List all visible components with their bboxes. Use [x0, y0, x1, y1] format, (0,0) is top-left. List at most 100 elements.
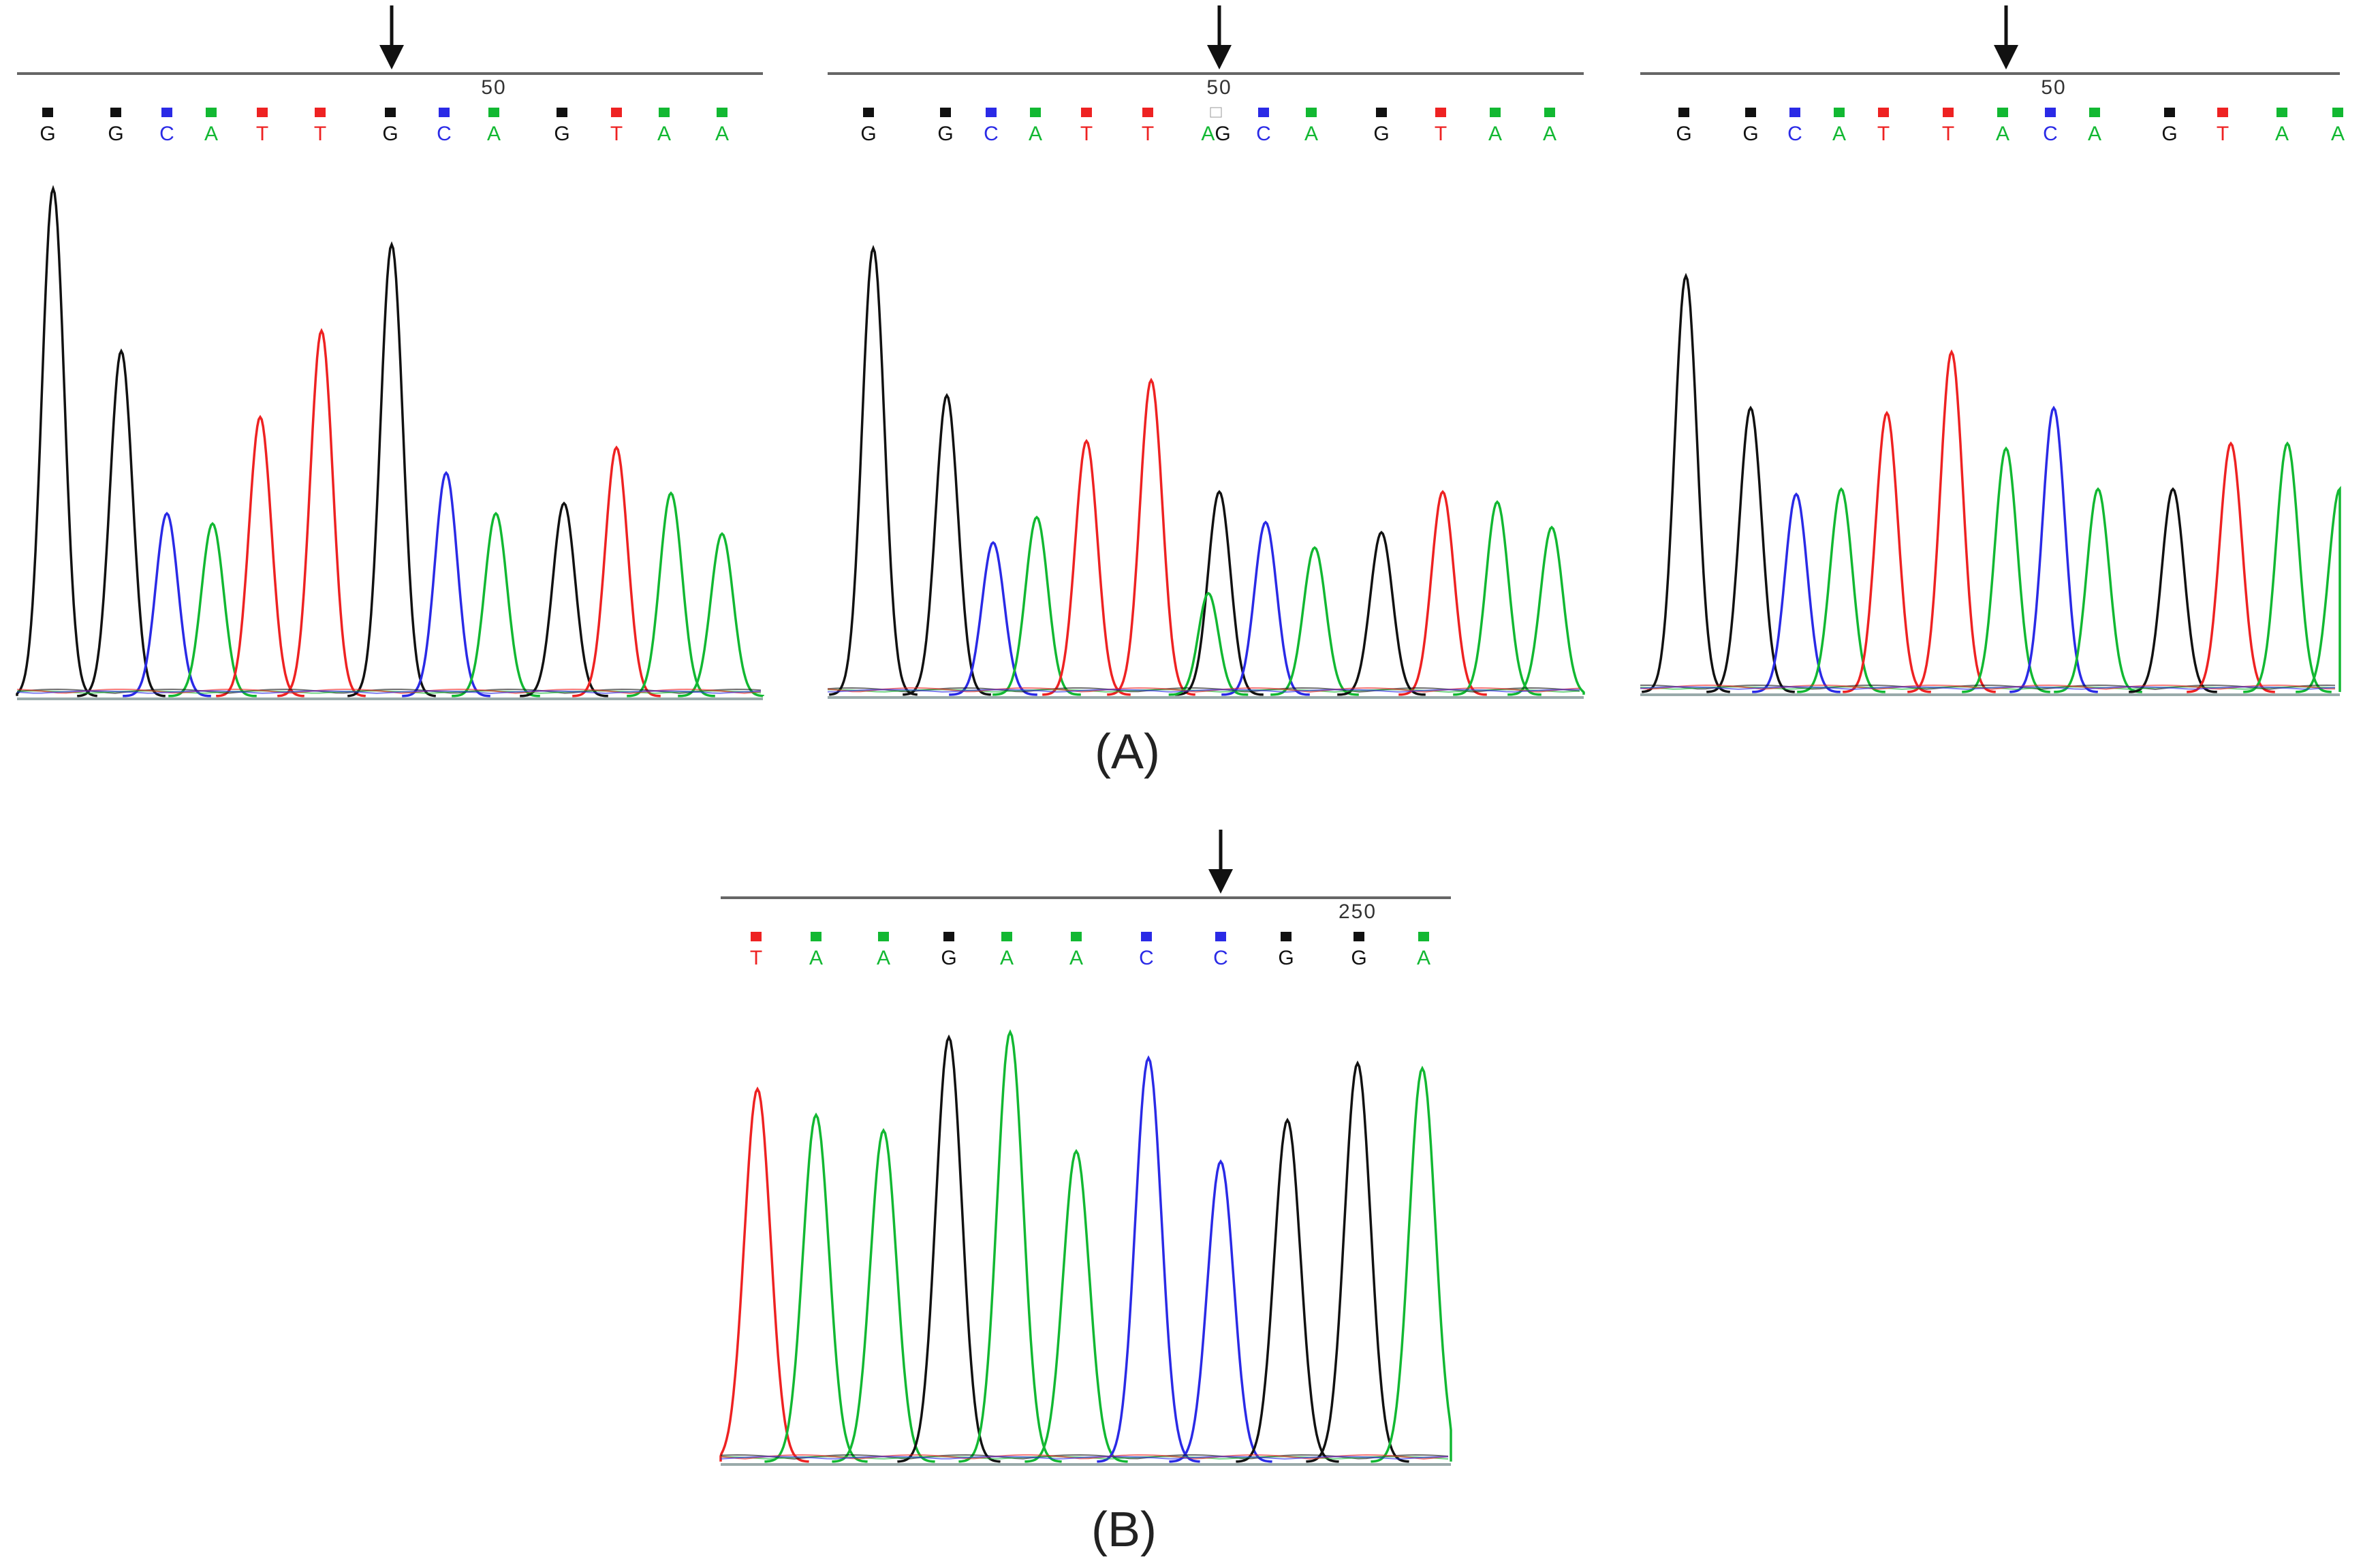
base-call-label: A	[877, 947, 890, 969]
trace-peak-a	[764, 1112, 868, 1463]
base-call-label: T	[1435, 123, 1447, 145]
base-call-label: C	[2043, 123, 2058, 145]
trace-noise	[720, 1454, 1449, 1460]
base-quality-marker	[1789, 108, 1800, 117]
chromatogram-panel-a3: 50 G G C A T T A C A G T A A	[1640, 5, 2345, 696]
mutation-arrow-icon	[1207, 5, 1232, 69]
trace-peak-t	[1907, 349, 1996, 693]
position-label: 50	[1206, 76, 1232, 99]
base-quality-marker	[557, 108, 567, 117]
base-quality-marker	[439, 108, 450, 117]
mutation-arrow-icon	[379, 5, 404, 69]
base-quality-marker	[1215, 932, 1226, 941]
base-quality-marker	[1418, 932, 1429, 941]
base-call-label: A	[657, 123, 671, 145]
base-quality-marker	[1943, 108, 1954, 117]
base-call-label: C	[437, 123, 452, 145]
base-call-label: T	[1142, 123, 1154, 145]
base-call-label: G	[941, 947, 956, 969]
base-call-label: C	[159, 123, 174, 145]
trace-peak-a	[1024, 1148, 1128, 1463]
base-call-label: AG	[1201, 123, 1230, 145]
base-call-label: T	[314, 123, 326, 145]
trace-peak-g	[1337, 531, 1426, 696]
base-call-label: T	[750, 947, 762, 969]
base-call-label: G	[1373, 123, 1389, 145]
base-quality-marker	[878, 932, 889, 941]
base-call-label: A	[1000, 947, 1014, 969]
trace-peak-g	[829, 245, 918, 696]
trace-peak-c	[402, 471, 490, 697]
base-quality-marker	[717, 108, 727, 117]
base-quality-marker	[2332, 108, 2343, 117]
trace-peak-g	[1642, 272, 1730, 693]
base-call-label: G	[1278, 947, 1294, 969]
trace-peak-a	[1962, 446, 2050, 693]
trace-peak-g	[347, 241, 436, 697]
trace-peak-a	[1270, 546, 1359, 696]
base-quality-marker	[1210, 107, 1222, 118]
base-call-label: G	[1351, 947, 1366, 969]
base-quality-marker	[2217, 108, 2228, 117]
mutation-arrow-icon	[1994, 5, 2018, 69]
base-quality-marker	[1071, 932, 1082, 941]
trace-peak-g	[1706, 405, 1795, 693]
base-quality-marker	[1281, 932, 1292, 941]
base-call-label: A	[1069, 947, 1083, 969]
base-quality-marker	[1081, 108, 1092, 117]
base-call-label: G	[40, 123, 55, 145]
trace-peak-secondary-a	[1168, 591, 1249, 696]
trace-peak-a	[832, 1128, 935, 1463]
trace-peak-t	[1843, 411, 1931, 693]
trace-noise	[1640, 684, 2336, 691]
base-call-label: C	[1787, 123, 1802, 145]
base-quality-marker	[385, 108, 396, 117]
trace-peak-t	[1398, 490, 1487, 696]
trace-peak-c	[2009, 405, 2098, 693]
base-quality-marker	[315, 108, 326, 117]
trace-peak-g	[2129, 487, 2217, 693]
trace-noise	[16, 688, 762, 695]
trace-peak-t	[1042, 439, 1131, 696]
base-call-label: C	[1139, 947, 1154, 969]
base-call-label: T	[256, 123, 268, 145]
base-quality-marker	[863, 108, 874, 117]
trace-peak-g	[903, 393, 991, 696]
trace-peak-g	[1306, 1060, 1409, 1463]
base-quality-marker	[1490, 108, 1501, 117]
base-call-label: G	[1742, 123, 1758, 145]
position-label: 50	[481, 76, 506, 99]
base-quality-marker	[1001, 932, 1012, 941]
trace-noise	[1640, 686, 2336, 691]
base-quality-marker	[1306, 108, 1317, 117]
base-call-label: A	[1488, 123, 1502, 145]
base-quality-marker	[257, 108, 268, 117]
base-call-label: A	[487, 123, 501, 145]
mutation-arrow-icon	[1208, 830, 1233, 894]
base-quality-marker	[1834, 108, 1845, 117]
base-call-label: A	[1832, 123, 1846, 145]
trace-peak-t	[1107, 377, 1195, 696]
trace-peak-g	[1236, 1117, 1339, 1463]
position-label: 50	[2041, 76, 2066, 99]
base-quality-marker	[1141, 932, 1152, 941]
trace-peak-t	[2187, 441, 2275, 693]
base-call-label: G	[860, 123, 876, 145]
base-quality-marker	[1878, 108, 1889, 117]
base-call-label: C	[1256, 123, 1271, 145]
chromatogram-panel-b: 250 T A A G A A C C G G A	[719, 830, 1452, 1466]
trace-noise	[828, 689, 1580, 693]
base-quality-marker	[1544, 108, 1555, 117]
trace-noise	[720, 1456, 1449, 1460]
base-quality-marker	[1030, 108, 1041, 117]
trace-peak-t	[572, 445, 661, 697]
base-call-label: G	[1676, 123, 1691, 145]
trace-noise	[16, 690, 762, 695]
base-quality-marker	[1435, 108, 1446, 117]
trace-peak-a	[452, 512, 540, 697]
base-call-label: T	[1942, 123, 1954, 145]
base-quality-marker	[161, 108, 172, 117]
base-call-label: A	[2331, 123, 2345, 145]
base-call-label: A	[1996, 123, 2009, 145]
base-quality-marker	[611, 108, 622, 117]
